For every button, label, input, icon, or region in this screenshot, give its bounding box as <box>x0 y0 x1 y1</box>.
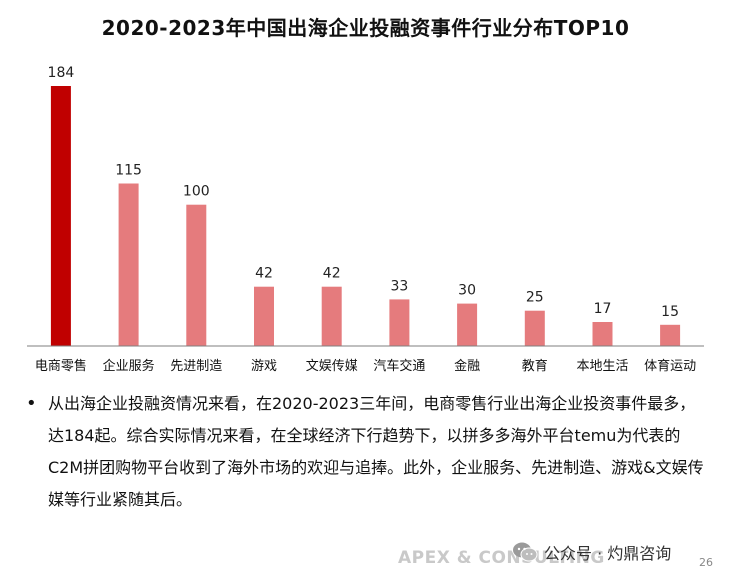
wechat-icon <box>513 542 538 562</box>
bar-4 <box>254 286 274 346</box>
wechat-badge: 公众号 · 灼鼎咨询 <box>512 540 671 564</box>
category-label-2: 企业服务 <box>103 358 155 374</box>
chart-title: 2020-2023年中国出海企业投融资事件行业分布TOP10 <box>101 16 630 40</box>
category-label-6: 汽车交通 <box>373 358 425 374</box>
value-label-2: 115 <box>115 163 142 179</box>
value-label-10: 15 <box>661 304 679 320</box>
value-label-4: 42 <box>255 266 273 282</box>
category-label-7: 金融 <box>454 358 480 374</box>
summary-text: 从出海企业投融资情况来看，在2020-2023三年间，电商零售行业出海企业投资事… <box>48 394 704 509</box>
page-number: 26 <box>699 556 713 569</box>
bar-2 <box>118 183 139 346</box>
value-label-9: 17 <box>594 301 612 317</box>
value-label-6: 33 <box>390 278 408 294</box>
value-label-5: 42 <box>323 266 341 282</box>
bar-9 <box>592 322 613 346</box>
bullet-icon: • <box>26 393 37 414</box>
category-label-4: 游戏 <box>251 359 277 374</box>
bar-8 <box>524 310 545 346</box>
category-label-1: 电商零售 <box>35 358 87 374</box>
bar-6 <box>389 299 410 346</box>
bar-chart: 184 115 100 42 42 33 30 25 17 15 电商零售 企业服务 先进制造 游戏 文娱… <box>27 65 704 374</box>
category-label-8: 教育 <box>522 358 548 374</box>
category-label-10: 体育运动 <box>644 358 696 374</box>
category-label-5: 文娱传媒 <box>306 359 358 374</box>
value-label-7: 30 <box>458 283 476 299</box>
value-label-8: 25 <box>526 290 544 306</box>
bars-group <box>50 86 681 346</box>
value-labels-group: 184 115 100 42 42 33 30 25 17 15 <box>48 65 679 320</box>
category-labels-group: 电商零售 企业服务 先进制造 游戏 文娱传媒 汽车交通 金融 教育 本地生活 体育运动 <box>35 358 696 374</box>
summary-paragraph: • 从出海企业投融资情况来看，在2020-2023三年间，电商零售行业出海企业投… <box>26 388 706 516</box>
wechat-label: 公众号 · 灼鼎咨询 <box>544 544 672 563</box>
bar-3 <box>186 204 207 346</box>
bar-5 <box>321 286 342 346</box>
category-label-9: 本地生活 <box>576 359 628 374</box>
bar-10 <box>660 324 681 346</box>
bar-1 <box>50 86 71 346</box>
value-label-3: 100 <box>183 184 210 200</box>
value-label-1: 184 <box>48 65 75 81</box>
bar-7 <box>457 303 478 346</box>
category-label-3: 先进制造 <box>170 359 222 374</box>
watermark-logo: APEX & CONSULTING <box>398 548 605 568</box>
